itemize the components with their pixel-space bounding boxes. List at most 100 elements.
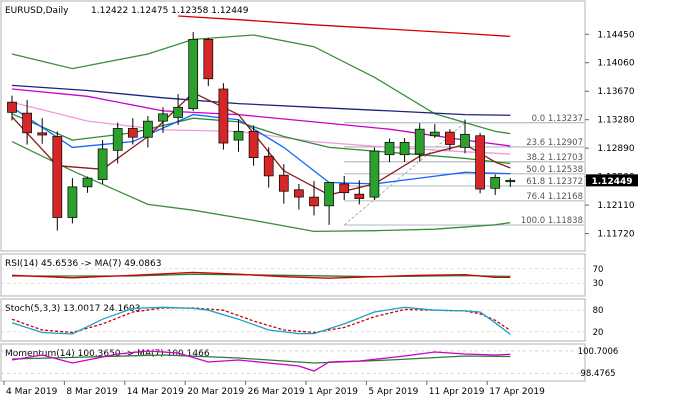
time-tick-label: 8 Mar 2019 [66,387,118,397]
stoch-label: Stoch(5,3,3) 13.0017 24.1603 [5,304,140,314]
candle-body [67,186,78,218]
candle-body [505,179,516,183]
price-tick-label: 1.14450 [597,30,634,40]
time-tick-label: 14 Mar 2019 [127,387,184,397]
candle-body [399,141,410,156]
rsi-ma-line [12,273,511,278]
stoch-main-line [11,306,511,335]
fib-level-label: 76.4 1.12168 [526,192,583,202]
time-tick-label: 20 Mar 2019 [187,387,244,397]
ma-blue-line [11,106,511,185]
candle [384,138,395,163]
indicator-panels: 70 30 80 20 100.7006 98.4765 [1,265,618,379]
candle-body [460,133,470,148]
candle [173,94,183,125]
ma-pink-line [11,101,511,155]
time-tick-label: 11 Apr 2019 [429,387,485,397]
fib-level-label: 50.0 1.12538 [526,165,583,175]
candle [309,181,319,216]
stoch-tick-label: 80 [593,306,604,316]
candlestick-series [7,32,516,231]
rsi-label: RSI(14) 45.6536 -> MA(7) 49.0863 [5,259,161,269]
candle [22,99,32,145]
candle [414,123,425,162]
candle [294,183,304,210]
candle-body [143,120,153,138]
candle-body [294,189,304,198]
candle [218,83,229,150]
momentum-label: Momentum(14) 100.3650 -> MA(7) 100.1466 [5,349,210,359]
candle-body [384,141,395,156]
candle [67,178,78,224]
time-tick-label: 17 Apr 2019 [489,387,545,397]
candle-body [324,182,334,207]
candle-body [339,183,350,194]
candle [37,118,48,144]
candle [97,140,108,184]
candle [203,37,214,87]
candle-body [7,101,17,113]
candle [112,122,123,164]
fib-level-label: 23.6 1.12907 [526,138,583,148]
candle [505,178,516,187]
candle [248,125,259,166]
candle-body [263,155,274,177]
candle-body [22,112,32,134]
price-tick-label: 1.12890 [597,144,634,154]
candle-body [354,193,365,199]
price-tick-label: 1.12110 [597,201,634,211]
price-tick-label: 1.11720 [597,230,634,240]
rsi-line [11,271,511,279]
time-tick-label: 1 Apr 2019 [308,387,358,397]
candle [143,116,153,148]
stoch-tick-label: 20 [593,328,604,338]
momentum-line [11,350,511,372]
candle [324,181,334,225]
time-axis: 4 Mar 2019 8 Mar 2019 14 Mar 2019 20 Mar 20… [3,381,545,397]
fib-level-label: 0.0 1.13237 [532,114,583,124]
candle-body [218,88,229,144]
bollinger-lower-line [11,141,511,233]
candle [188,32,199,111]
price-tick-label: 1.14060 [597,59,634,69]
current-price-label: 1.12449 [592,177,633,187]
candle-body [429,131,440,137]
candle [369,147,380,200]
momentum-ma-line [11,354,511,364]
candle-body [97,148,108,180]
candle-body [52,136,63,218]
candle [158,107,168,133]
candle-body [278,174,289,192]
price-panel-frame [0,0,586,252]
fib-level-label: 100.0 1.11838 [521,216,583,226]
candle-body [414,128,425,155]
time-tick-label: 5 Apr 2019 [368,387,418,397]
candle-body [475,135,485,190]
candle [263,147,274,188]
fib-trend-line [343,122,466,226]
candle [7,95,17,121]
candle-body [248,131,259,159]
rsi-tick-label: 70 [593,265,604,275]
candle-body [173,106,183,118]
time-tick-label: 4 Mar 2019 [6,387,58,397]
candle [399,137,410,163]
candle-body [188,39,199,110]
candle [354,180,365,205]
candle-body [127,128,138,138]
candle [82,176,93,193]
candle-body [112,128,123,151]
fib-level-label: 38.2 1.12703 [526,153,583,163]
candle [52,131,63,231]
candle [460,119,470,154]
candle [490,174,501,195]
candle-body [37,132,48,136]
candle-body [369,150,380,198]
ma-navy-line [11,84,511,116]
candle [339,175,350,200]
momentum-tick-label: 98.4765 [580,369,615,379]
candle [127,118,138,145]
momentum-tick-label: 100.7006 [578,347,619,357]
candle-body [445,131,455,145]
